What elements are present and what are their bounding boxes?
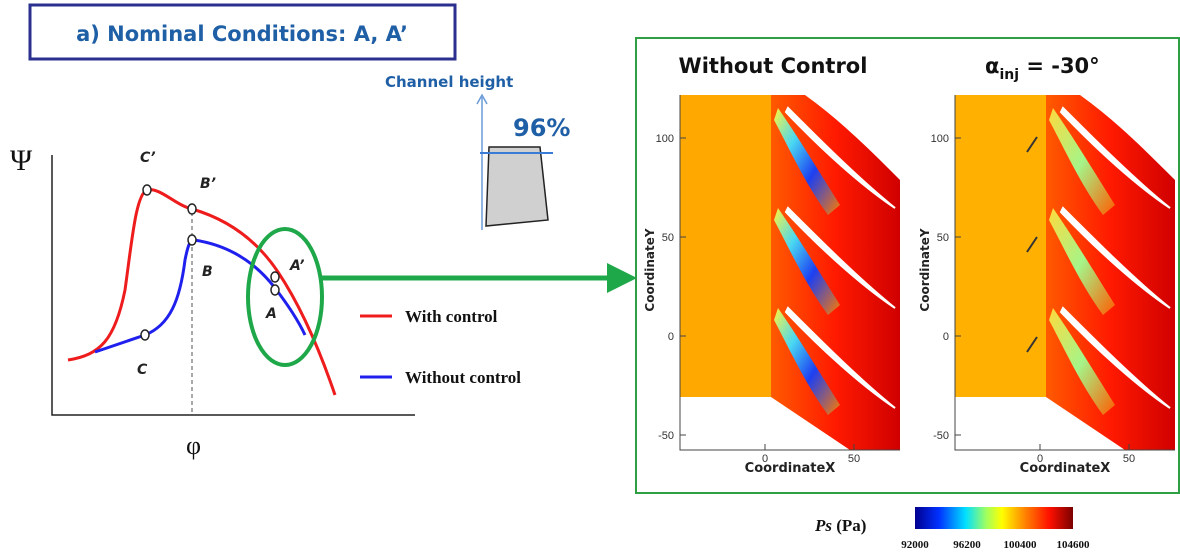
y-tick-label: 100	[931, 133, 949, 145]
injector	[1026, 236, 1038, 253]
x-axis-label: φ	[186, 431, 201, 460]
flow-streak	[774, 108, 840, 215]
colorbar-unit: (Pa)	[832, 516, 866, 535]
flow-streak	[774, 208, 840, 315]
channel-value: 96%	[513, 114, 570, 142]
injector	[1026, 136, 1038, 153]
operating-point	[187, 203, 197, 215]
colorbar-label: Ps (Pa)	[814, 516, 866, 535]
flow-streak	[1049, 308, 1115, 415]
y-axis-title: CoordinateY	[643, 228, 657, 311]
inlet-region	[955, 95, 1046, 397]
y-tick-label: 50	[937, 232, 949, 244]
blade-profile	[485, 146, 549, 227]
y-axis-title: CoordinateY	[918, 228, 932, 311]
title: a) Nominal Conditions: A, A’	[76, 22, 408, 46]
colorbar-symbol: Ps	[814, 516, 832, 535]
flow-streak	[1049, 208, 1115, 315]
blade	[1059, 106, 1171, 209]
x-axis-title: CoordinateX	[745, 461, 836, 476]
without-control-curve	[94, 238, 307, 354]
point-label: B	[202, 264, 213, 280]
inlet-region	[680, 95, 771, 397]
panel-title: Without Control	[679, 54, 868, 78]
y-tick-label: -50	[933, 430, 949, 442]
point-label: B’	[200, 176, 216, 192]
title-symbol: α	[985, 54, 999, 78]
with-control-curve	[67, 188, 337, 396]
legend-label: With control	[405, 307, 498, 326]
colorbar-tick: 96200	[953, 539, 981, 551]
blade	[1059, 306, 1171, 409]
blade	[784, 106, 896, 209]
panel-title: αinj = -30°	[985, 54, 1100, 83]
contour-panel: 100 50 0 -50 0 50 CoordinateY CoordinateX	[918, 95, 1175, 476]
point-label: C	[137, 362, 148, 378]
x-tick-label: 50	[848, 453, 860, 465]
colorbar	[915, 507, 1073, 529]
panel-axes	[679, 95, 900, 451]
operating-point	[270, 284, 280, 296]
blade	[784, 206, 896, 309]
y-tick-label: -50	[658, 430, 674, 442]
operating-point	[142, 184, 152, 196]
title-rest: = -30°	[1019, 54, 1100, 78]
channel-arrowhead	[476, 93, 488, 105]
blade	[1059, 206, 1171, 309]
colorbar-tick: 100400	[1004, 539, 1038, 551]
x-axis-title: CoordinateX	[1020, 461, 1111, 476]
y-tick-label: 100	[656, 133, 674, 145]
operating-point	[140, 329, 150, 341]
channel-label: Channel height	[385, 73, 513, 91]
y-axis-label: Ψ	[10, 144, 33, 177]
blade	[784, 306, 896, 409]
flow-streak	[774, 308, 840, 415]
flow-streak	[1049, 108, 1115, 215]
y-tick-label: 0	[668, 331, 674, 343]
panel-frame	[635, 37, 1180, 494]
operating-point	[187, 234, 197, 246]
colorbar-tick: 92000	[901, 539, 929, 551]
y-tick-label: 0	[943, 331, 949, 343]
x-tick-label: 0	[1037, 453, 1043, 465]
point-label: A’	[289, 258, 304, 274]
point-label: C’	[140, 150, 156, 166]
contour-panel: 100 50 0 -50 0 50 CoordinateY CoordinateX	[643, 95, 900, 476]
y-tick-label: 50	[662, 232, 674, 244]
colorbar-tick: 104600	[1057, 539, 1091, 551]
plot-axes	[51, 155, 415, 416]
x-tick-label: 0	[762, 453, 768, 465]
title-box	[28, 3, 457, 61]
highlight-ellipse	[246, 227, 324, 367]
point-label: A	[265, 306, 277, 322]
panel-axes	[954, 95, 1175, 451]
legend-label: Without control	[405, 368, 521, 387]
title-subscript: inj	[999, 67, 1019, 83]
x-tick-label: 50	[1123, 453, 1135, 465]
injector	[1026, 336, 1038, 353]
operating-point	[270, 271, 280, 283]
